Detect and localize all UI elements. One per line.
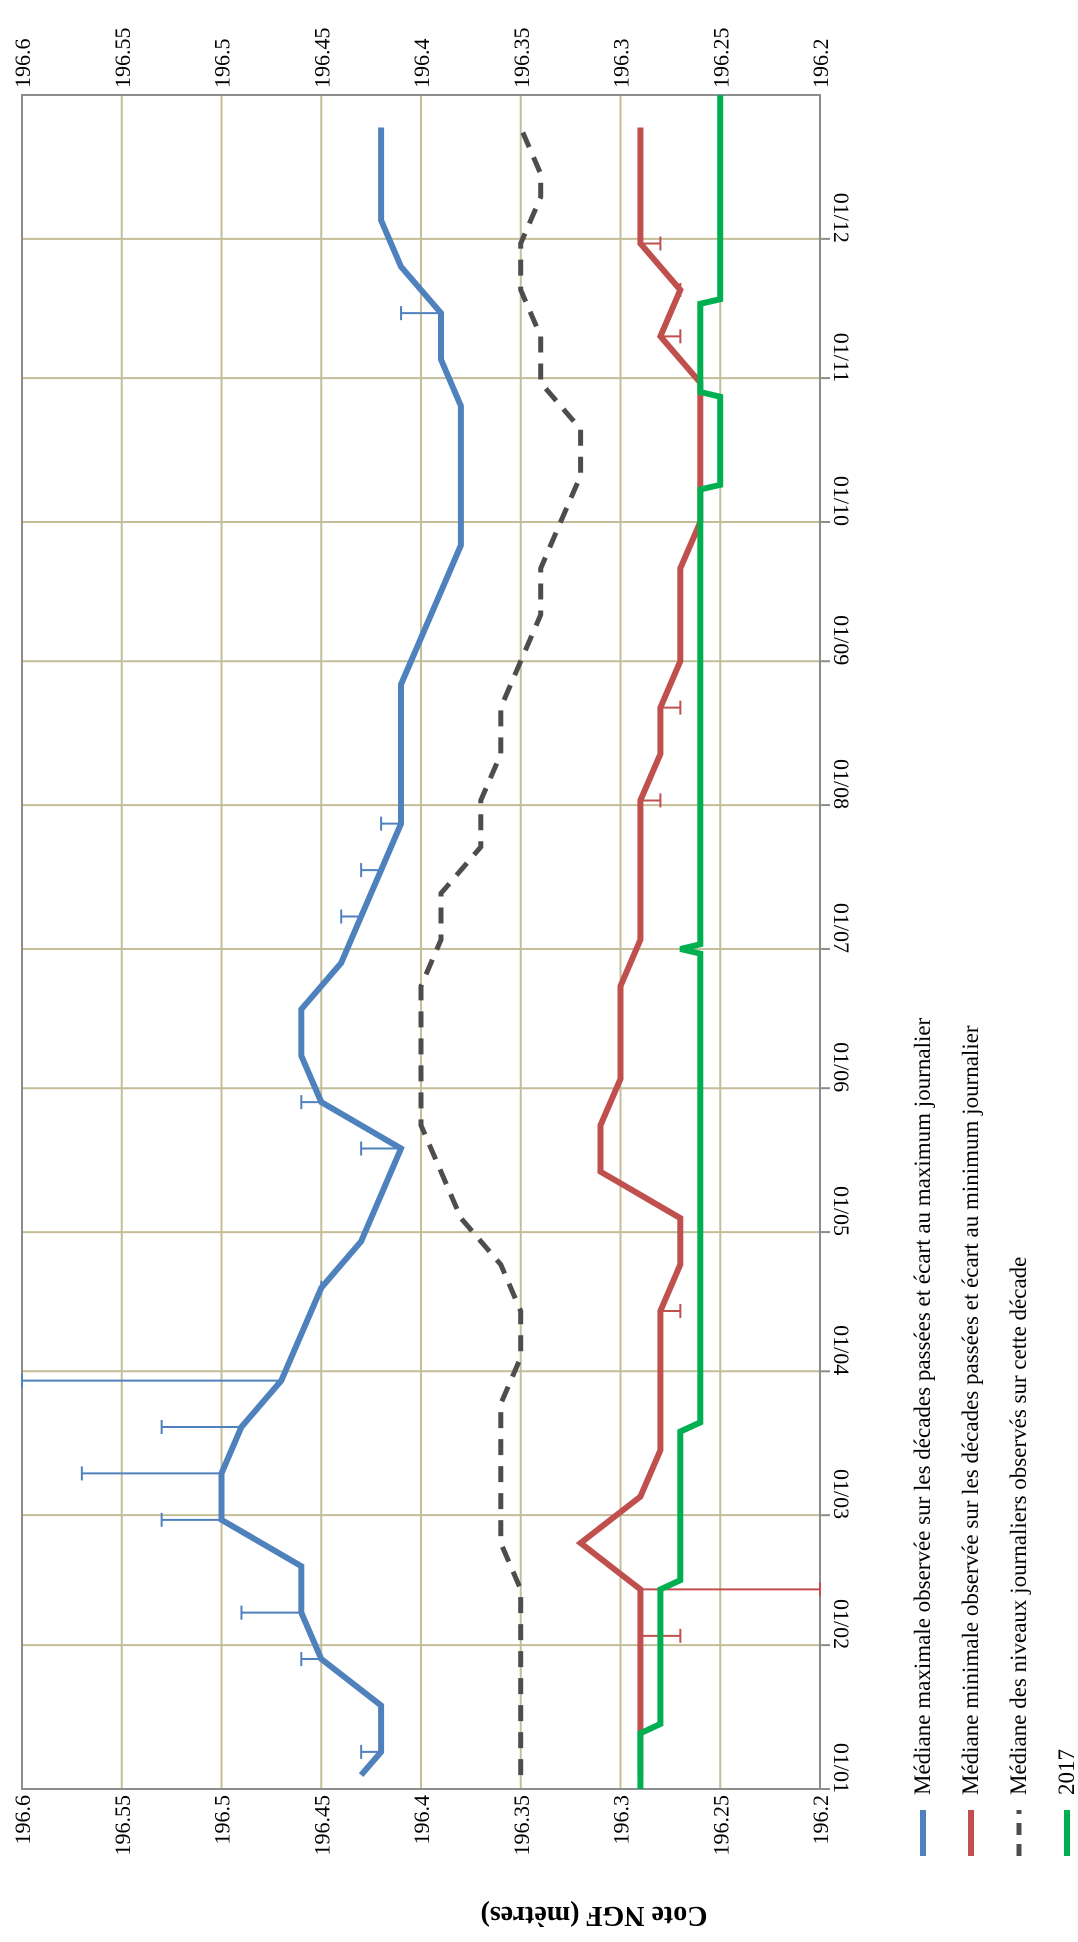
y-tick-label-top: 196.3 (609, 39, 634, 89)
y-tick-label-bottom: 196.35 (509, 1795, 534, 1856)
x-tick-labels: 01/01 01/02 01/03 01/04 01/05 01/06 01/07 01/08… (829, 193, 854, 1793)
y-tick-label-bottom: 196.45 (309, 1795, 334, 1856)
series-line (218, 127, 464, 1778)
series-line (637, 95, 724, 1789)
legend-entry: Médiane des niveaux journaliers observés… (1006, 1257, 1031, 1795)
legend-entry: Médiane minimale observée sur les décade… (958, 1025, 983, 1795)
x-tick-label: 01/09 (829, 615, 854, 665)
x-tick-label: 01/04 (829, 1325, 854, 1375)
y-tick-label-top: 196.45 (309, 28, 334, 89)
y-tick-labels-right: 196.2 196.25 196.3 196.35 196.4 196.45 196.5 19… (10, 28, 833, 89)
y-tick-label-bottom: 196.2 (808, 1795, 833, 1845)
y-tick-label-bottom: 196.55 (110, 1795, 135, 1856)
x-tick-label: 01/12 (829, 193, 854, 243)
y-tick-label-bottom: 196.25 (708, 1795, 733, 1856)
x-tick-label: 01/07 (829, 903, 854, 953)
y-tick-label-top: 196.55 (110, 28, 135, 89)
plot-area-border (21, 94, 821, 1790)
x-tick-label: 01/06 (829, 1042, 854, 1092)
x-tick-label: 01/10 (829, 476, 854, 526)
y-tick-label-top: 196.5 (210, 39, 235, 89)
x-tick-label: 01/02 (829, 1599, 854, 1649)
y-tick-label-bottom: 196.5 (210, 1795, 235, 1845)
x-tick-label: 01/08 (829, 759, 854, 809)
y-tick-label-top: 196.2 (808, 39, 833, 89)
y-tick-label-top: 196.6 (10, 39, 35, 89)
y-tick-label-bottom: 196.4 (409, 1795, 434, 1845)
y-tick-label-bottom: 196.3 (609, 1795, 634, 1845)
x-tick-label: 01/01 (829, 1743, 854, 1793)
y-tick-label-top: 196.4 (409, 39, 434, 89)
y-axis-label: Cote NGF (mètres) (480, 1900, 707, 1931)
y-tick-labels-left: 196.2 196.25 196.3 196.35 196.4 196.45 196.5 19… (10, 1795, 833, 1856)
y-tick-label-top: 196.35 (509, 28, 534, 89)
legend-entry: 2017 (1054, 1749, 1078, 1795)
x-tick-label: 01/05 (829, 1186, 854, 1236)
legend: Médiane maximale observée sur les décade… (910, 1017, 1078, 1856)
x-tick-label: 01/11 (829, 333, 854, 382)
y-tick-label-bottom: 196.6 (10, 1795, 35, 1845)
series-lines (218, 95, 724, 1789)
y-tick-label-top: 196.25 (708, 28, 733, 89)
legend-entry: Médiane maximale observée sur les décade… (910, 1017, 935, 1795)
x-tick-label: 01/03 (829, 1469, 854, 1519)
series-line (418, 126, 584, 1776)
